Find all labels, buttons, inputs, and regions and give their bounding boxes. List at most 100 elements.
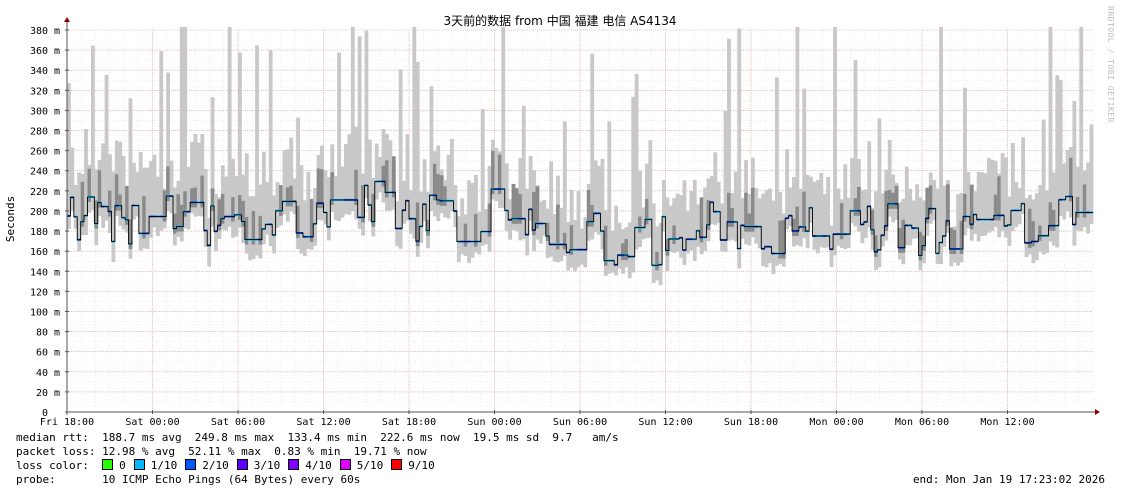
smoke-band (843, 164, 848, 250)
smoke-band (453, 185, 458, 228)
smoke-band (815, 179, 820, 254)
smoke-band-dark (258, 215, 263, 245)
y-tick-unit: m (54, 348, 60, 359)
smoke-band-dark (894, 185, 899, 209)
smoke-band-dark (487, 203, 492, 237)
smoke-band-dark (87, 168, 92, 202)
smoke-band (774, 77, 779, 266)
smoke-band-dark (285, 187, 290, 207)
smoke-band (641, 207, 646, 240)
smoke-band (976, 171, 981, 242)
smoke-band-dark (891, 192, 896, 209)
loss-legend-item: 9/10 (391, 459, 435, 473)
y-tick-label: 300 (30, 106, 48, 117)
smoke-band-dark (473, 214, 478, 247)
y-tick-label: 100 (30, 307, 48, 318)
y-tick-label: 140 (30, 267, 48, 278)
y-tick-label: 260 (30, 147, 48, 158)
smoke-band-dark (518, 194, 523, 224)
smoke-band-dark (200, 175, 205, 208)
smoke-band (1048, 26, 1053, 242)
smoke-band (337, 52, 341, 221)
smoke-band (1041, 119, 1046, 255)
smoke-band-dark (361, 185, 365, 223)
smoke-band (689, 191, 694, 251)
smoke-band (272, 195, 277, 254)
smoke-band-dark (672, 225, 677, 244)
y-tick-label: 280 (30, 127, 48, 138)
smoke-band (224, 176, 229, 231)
smoke-band-dark (590, 204, 595, 227)
smoke-band-dark (193, 187, 198, 208)
smoke-band-dark (535, 186, 540, 229)
smoke-band-dark (884, 190, 889, 231)
smoke-band-dark (1051, 209, 1056, 231)
smoke-band (152, 154, 157, 228)
smoke-band-dark (781, 220, 786, 259)
smoke-band (559, 207, 564, 262)
loss-legend-label: 3/10 (253, 459, 281, 472)
smoke-band (128, 98, 133, 259)
smoke-band-dark (515, 188, 519, 224)
smoke-band (480, 108, 485, 246)
x-tick-label: Mon 12:00 (980, 417, 1034, 428)
smoke-band (1058, 79, 1063, 216)
smoke-band (364, 30, 369, 198)
smoke-band (347, 134, 352, 215)
smoke-band (614, 205, 619, 276)
y-tick-unit: m (54, 66, 60, 77)
smoke-band (285, 149, 290, 222)
x-tick-label: Sun 12:00 (638, 417, 692, 428)
smoke-band-dark (1031, 221, 1036, 247)
smoke-band (1055, 75, 1060, 248)
smoke-band-dark (162, 190, 167, 222)
smoke-band-dark (381, 165, 386, 187)
smoke-band-dark (114, 174, 119, 211)
loss-legend-item: 1/10 (133, 459, 177, 473)
smoke-band (983, 173, 988, 236)
smoke-band-dark (874, 235, 878, 257)
loss-legend-swatch (133, 459, 145, 470)
smoke-band (275, 182, 280, 228)
x-tick-label: Mon 00:00 (809, 417, 863, 428)
y-tick-label: 380 (30, 26, 48, 37)
smoke-band (703, 187, 707, 251)
smoke-band-dark (603, 225, 608, 266)
smoke-band (521, 105, 526, 240)
smoke-band (67, 83, 71, 229)
smoke-band (248, 196, 253, 261)
loss-legend-label: 9/10 (408, 459, 435, 472)
smoke-band-dark (238, 194, 242, 220)
smoke-band (1034, 193, 1039, 261)
packet-loss-stats: packet loss: 12.98 % avg 52.11 % max 0.8… (16, 445, 427, 458)
x-tick-label: Fri 18:00 (40, 417, 94, 428)
smoke-band-dark (870, 209, 875, 235)
smoke-band (299, 165, 304, 254)
smoke-band-dark (142, 196, 147, 239)
y-tick-unit: m (54, 147, 60, 158)
y-tick-unit: m (54, 388, 60, 399)
smoke-band (357, 36, 362, 229)
smoke-band (600, 158, 605, 250)
smoke-band (761, 193, 766, 267)
smoke-band-dark (562, 232, 567, 250)
smoke-band-dark (289, 185, 294, 207)
smoke-band (915, 184, 919, 239)
loss-legend-item: 2/10 (185, 459, 229, 473)
smoke-band-dark (922, 235, 926, 251)
smoke-band (822, 194, 827, 249)
smoke-band-dark (439, 175, 444, 206)
smoke-band (131, 162, 136, 220)
smoke-band (720, 203, 725, 252)
loss-legend-item: 3/10 (236, 459, 281, 473)
smoke-band-dark (795, 206, 800, 237)
smoke-band (265, 181, 270, 235)
smoke-band-dark (556, 204, 560, 250)
smoke-band (679, 195, 683, 258)
smoke-band (70, 147, 75, 211)
smoke-band-dark (997, 176, 1002, 221)
smoke-band (118, 141, 123, 226)
smoke-band (210, 97, 215, 227)
loss-legend-swatch (391, 459, 403, 470)
